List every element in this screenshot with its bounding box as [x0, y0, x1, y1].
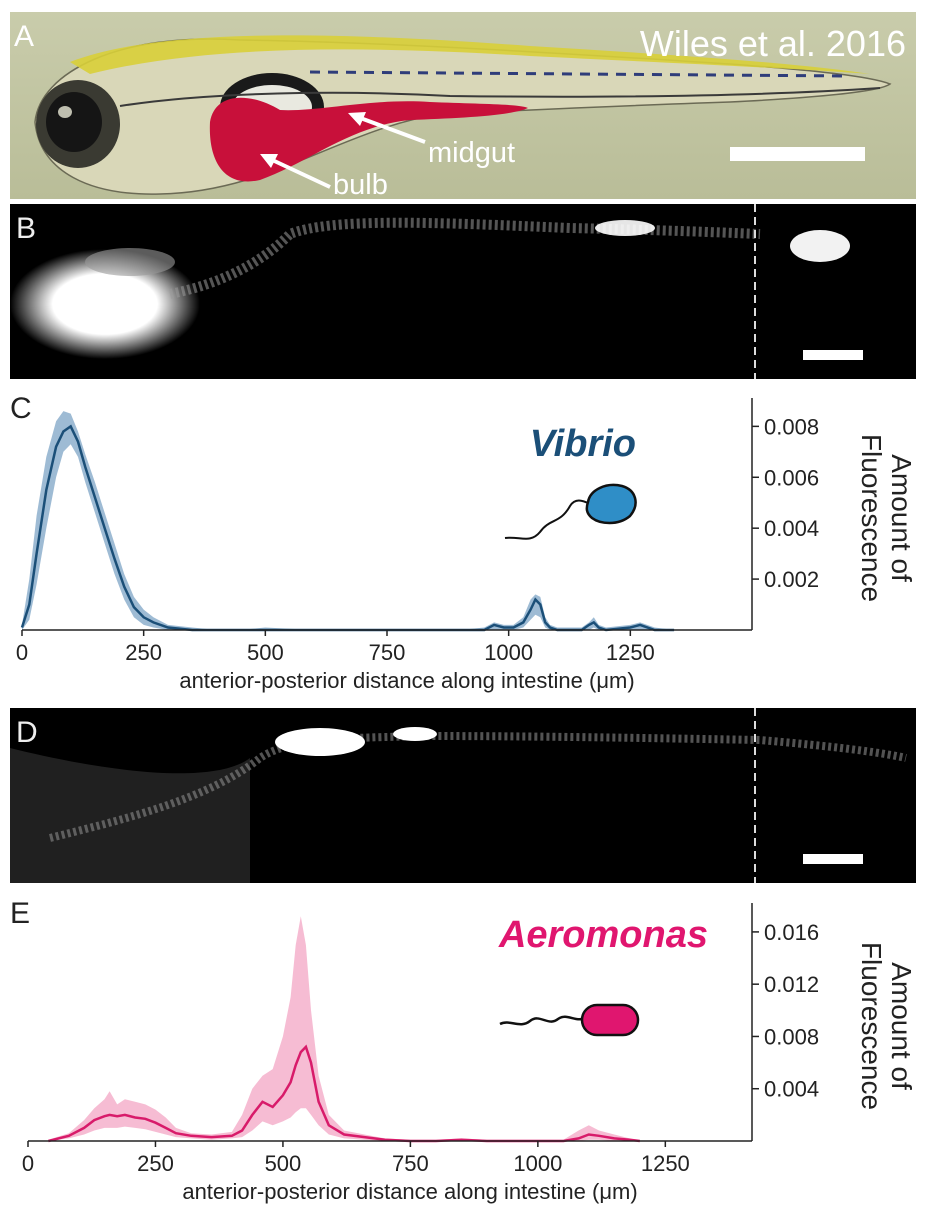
- x-tick-label: 250: [137, 1151, 174, 1176]
- y-axis-label: Amount ofFluorescence: [856, 942, 917, 1110]
- bulb-label: bulb: [333, 169, 388, 199]
- panel-d-label: D: [16, 716, 38, 749]
- panel-c: C Vibrio 0 250 500 750 1000 1250 0.002 0.004 0.0…: [0, 386, 950, 706]
- vibrio-bacterium-icon: [504, 483, 637, 540]
- confidence-band: [48, 916, 640, 1141]
- panel-e: E Aeromonas 0 250 500 750 1000 1250 0.004 0.008…: [0, 887, 950, 1213]
- fish-spinal-pigment: [309, 70, 851, 78]
- x-tick-label: 250: [125, 640, 162, 665]
- gut-trace-d: [49, 731, 907, 842]
- fish-gut-red: [209, 97, 528, 182]
- scale-bar-a: [730, 147, 865, 161]
- panel-b-label: B: [16, 212, 36, 245]
- panel-a: midgut bulb Wiles et al. 2016 A: [10, 12, 916, 201]
- x-tick-label: 750: [369, 640, 406, 665]
- bulb-glow: [10, 249, 200, 359]
- aeromonas-title: Aeromonas: [498, 914, 708, 956]
- x-tick-label: 1000: [513, 1151, 562, 1176]
- aeromonas-micrograph: D: [10, 708, 916, 883]
- x-tick-label: 1250: [641, 1151, 690, 1176]
- midgut-arrow: [354, 114, 426, 144]
- y-tick-label: 0.006: [764, 465, 819, 490]
- x-tick-label: 750: [392, 1151, 429, 1176]
- bulb-arrow: [267, 156, 331, 189]
- x-tick-label: 500: [247, 640, 284, 665]
- gut-trace: [169, 217, 761, 299]
- y-tick-label: 0.002: [764, 567, 819, 592]
- y-tick-label: 0.004: [764, 1077, 819, 1102]
- x-tick-label: 0: [22, 1151, 34, 1176]
- y-tick-label: 0.008: [764, 1024, 819, 1049]
- panel-a-label: A: [14, 20, 34, 53]
- x-tick-label: 0: [16, 640, 28, 665]
- panel-c-label: C: [10, 392, 32, 425]
- y-tick-label: 0.008: [764, 414, 819, 439]
- aeromonas-bacterium-icon: [499, 1003, 640, 1037]
- x-tick-label: 1250: [606, 640, 655, 665]
- y-tick-label: 0.016: [764, 920, 819, 945]
- x-axis-label: anterior-posterior distance along intest…: [179, 668, 634, 693]
- y-tick-label: 0.012: [764, 972, 819, 997]
- midgut-label: midgut: [428, 137, 515, 169]
- x-tick-label: 500: [265, 1151, 302, 1176]
- x-tick-label: 1000: [484, 640, 533, 665]
- zebrafish-photo: midgut bulb Wiles et al. 2016 A: [10, 12, 916, 201]
- fish-dorsal-pigment: [70, 35, 870, 74]
- y-axis-label: Amount ofFluorescence: [856, 434, 917, 602]
- credit-label: Wiles et al. 2016: [640, 23, 906, 64]
- scale-bar-b: [803, 350, 863, 360]
- vibrio-fluorescence-chart: C Vibrio 0 250 500 750 1000 1250 0.002 0.004 0.0…: [10, 392, 917, 693]
- vibrio-micrograph: B: [10, 204, 916, 379]
- panel-e-label: E: [10, 897, 30, 930]
- y-tick-label: 0.004: [764, 516, 819, 541]
- vibrio-title: Vibrio: [530, 423, 636, 465]
- panel-b: B: [10, 204, 916, 379]
- x-axis-label: anterior-posterior distance along intest…: [182, 1179, 637, 1204]
- aeromonas-fluorescence-chart: E Aeromonas 0 250 500 750 1000 1250 0.004 0.008…: [10, 897, 917, 1204]
- panel-d: D: [10, 708, 916, 883]
- scale-bar-d: [803, 854, 863, 864]
